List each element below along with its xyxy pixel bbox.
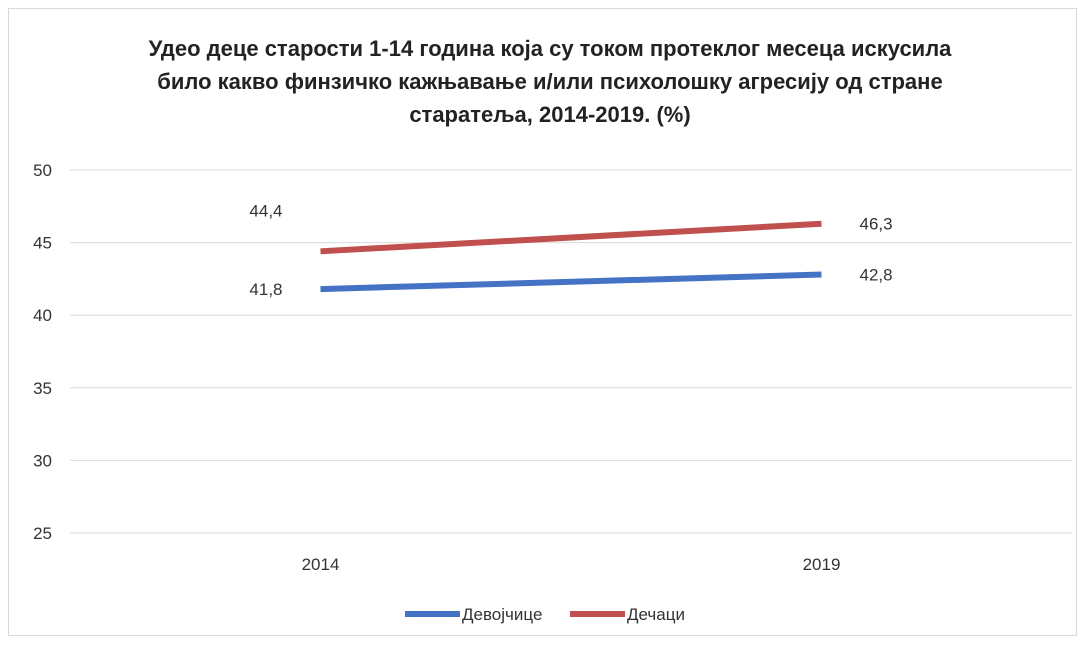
data-labels: 41,8 42,8 44,4 46,3 — [249, 201, 892, 299]
legend-label: Девојчице — [462, 605, 542, 624]
chart-frame — [8, 8, 1077, 636]
series-lines — [320, 220, 822, 293]
y-tick-label: 30 — [33, 451, 52, 470]
y-tick-label: 35 — [33, 379, 52, 398]
legend-label: Дечаци — [627, 605, 685, 624]
chart-title: Удео деце старости 1-14 година која су т… — [148, 36, 952, 127]
series-line — [320, 220, 822, 255]
series-line — [320, 271, 822, 293]
legend: Девојчице Дечаци — [405, 605, 685, 624]
gridlines — [70, 169, 1072, 534]
data-label: 46,3 — [860, 215, 893, 234]
y-tick-label: 50 — [33, 161, 52, 180]
y-tick-label: 40 — [33, 306, 52, 325]
data-label: 44,4 — [249, 201, 282, 220]
y-axis-ticks: 25 30 35 40 45 50 — [33, 161, 52, 543]
y-tick-label: 25 — [33, 524, 52, 543]
y-tick-label: 45 — [33, 234, 52, 253]
x-tick-label: 2019 — [803, 555, 841, 574]
data-label: 42,8 — [860, 266, 893, 285]
x-tick-label: 2014 — [302, 555, 340, 574]
data-label: 41,8 — [249, 280, 282, 299]
x-axis-ticks: 2014 2019 — [302, 555, 841, 574]
